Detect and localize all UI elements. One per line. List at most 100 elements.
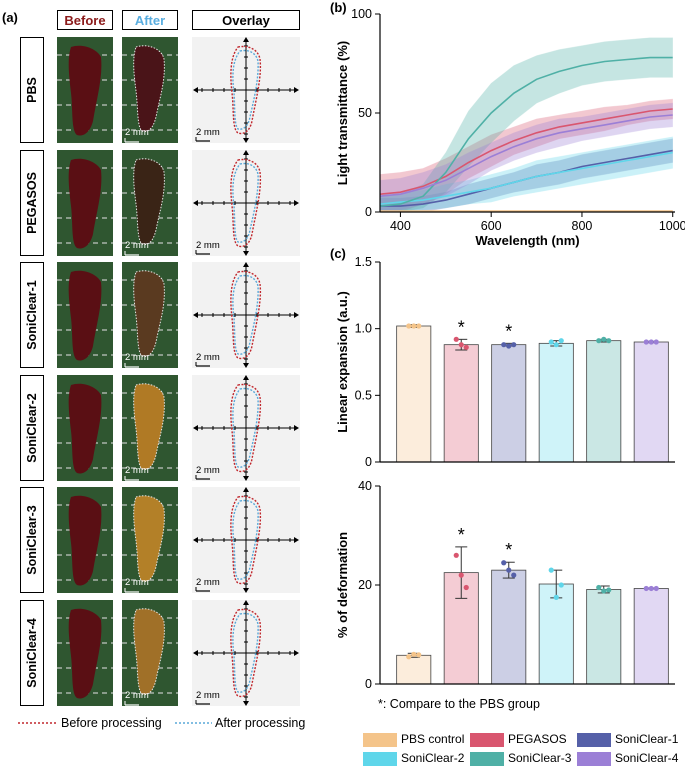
before-column-header: Before [57, 10, 113, 30]
arrow-left [193, 199, 198, 206]
bar-soniclear-1 [491, 344, 527, 463]
overlay-before-outline [230, 45, 262, 135]
before-photo [57, 374, 113, 481]
after-column-header: After [122, 10, 178, 30]
overlay-cell: 2 mm [192, 262, 300, 368]
tissue-before [68, 45, 102, 136]
overlay-cell: 2 mm [192, 599, 300, 706]
before-photo-svg [57, 608, 113, 698]
after-photo: 2 mm [122, 37, 178, 143]
x-tick-label: 1000 [659, 219, 685, 233]
legend-label-soniclear-1: SoniClear-1 [615, 732, 679, 746]
data-point [553, 342, 559, 348]
overlay-svg: 2 mm [193, 37, 299, 143]
arrow-down [243, 363, 249, 368]
legend-label-soniclear-2: SoniClear-2 [401, 751, 465, 765]
data-point [548, 339, 554, 345]
row-label-text: SoniClear-4 [25, 617, 39, 688]
arrow-left [193, 87, 198, 93]
line-pegasos [379, 108, 673, 195]
overlay-scale-text: 2 mm [196, 240, 220, 251]
arrow-right [294, 537, 299, 543]
data-point [463, 344, 469, 350]
arrow-up [243, 149, 249, 155]
tissue-before [68, 270, 102, 361]
data-point [416, 652, 422, 658]
after-photo-svg: 2 mm [122, 45, 178, 143]
row-label-text: PBS [25, 77, 39, 103]
y-tick-label: 0 [365, 455, 372, 469]
before-photo-svg [57, 158, 113, 248]
overlay-before-outline [230, 270, 262, 360]
significance-star: * [458, 317, 465, 337]
data-point [558, 338, 564, 344]
y-tick-label: 100 [351, 7, 372, 21]
tissue-before [68, 158, 102, 248]
panel-a-label: (a) [2, 10, 18, 25]
row-label-text: SoniClear-3 [25, 505, 39, 575]
overlay-before-outline [230, 158, 262, 247]
data-point [511, 342, 517, 348]
data-point [453, 552, 459, 558]
linear-expansion-chart: * * 0 0.5 1.0 1.5 Linear expansion (a.u.) [335, 255, 675, 469]
data-point [653, 585, 659, 592]
legend-swatch-pegasos [470, 733, 504, 747]
bar-soniclear-4 [633, 341, 669, 463]
overlay-svg: 2 mm [193, 374, 299, 481]
bar-pbs-control [396, 654, 432, 685]
band-soniclear-1 [379, 138, 673, 213]
overlay-after-outline [232, 499, 259, 580]
bar-pbs-control [396, 325, 432, 463]
data-point [506, 343, 512, 349]
data-point [648, 585, 654, 592]
y-axis-title: Linear expansion (a.u.) [335, 291, 350, 433]
transmittance-chart: 0 50 100 400 600 800 1000 Wavelength (nm) Light … [335, 7, 685, 248]
data-point [606, 338, 612, 344]
data-point [558, 582, 564, 588]
data-point [458, 572, 464, 578]
tissue-after [133, 270, 165, 357]
overlay-after-outline [232, 162, 259, 243]
data-point [406, 654, 412, 660]
after-photo: 2 mm [122, 487, 178, 593]
bar-soniclear-1 [491, 569, 527, 685]
data-point [501, 560, 507, 566]
x-axis-title: Wavelength (nm) [475, 233, 579, 248]
tissue-after [133, 607, 165, 695]
arrow-left [193, 312, 198, 318]
band-soniclear-2 [379, 136, 673, 213]
data-point [601, 588, 607, 594]
y-tick-label: 0 [365, 205, 372, 219]
y-tick-label: 0 [365, 677, 372, 691]
data-point [411, 323, 417, 329]
data-point [411, 651, 417, 657]
arrow-left [193, 537, 198, 543]
after-photo-svg: 2 mm [122, 157, 178, 256]
panel-c-label: (c) [330, 246, 346, 261]
legend-swatch-pbs-control [363, 733, 397, 747]
overlay-before-outline [230, 383, 262, 472]
after-scale-text: 2 mm [125, 352, 149, 363]
before-photo [57, 37, 113, 143]
x-tick-label: 600 [481, 219, 502, 233]
overlay-scale-text: 2 mm [196, 465, 220, 476]
tissue-after [133, 45, 165, 132]
data-point [463, 584, 469, 591]
overlay-after-outline [232, 612, 259, 693]
data-point [548, 567, 554, 573]
after-photo-svg: 2 mm [122, 495, 178, 593]
data-point [506, 567, 512, 573]
row-label-soniclear-2: SoniClear-2 [20, 374, 44, 481]
arrow-down [243, 250, 249, 256]
after-photo: 2 mm [122, 599, 178, 706]
bar-soniclear-4 [633, 588, 669, 685]
y-tick-label: 0.5 [355, 388, 372, 402]
outline-legend: Before processing After processing [18, 716, 305, 730]
row-label-text: SoniClear-1 [25, 280, 39, 350]
arrow-down [243, 588, 249, 593]
arrow-left [193, 649, 198, 656]
line-soniclear-4 [379, 114, 673, 197]
overlay-scale-text: 2 mm [196, 577, 220, 588]
deformation-chart: * * 0 20 40 % of deformation [335, 479, 675, 691]
data-point [453, 336, 459, 342]
